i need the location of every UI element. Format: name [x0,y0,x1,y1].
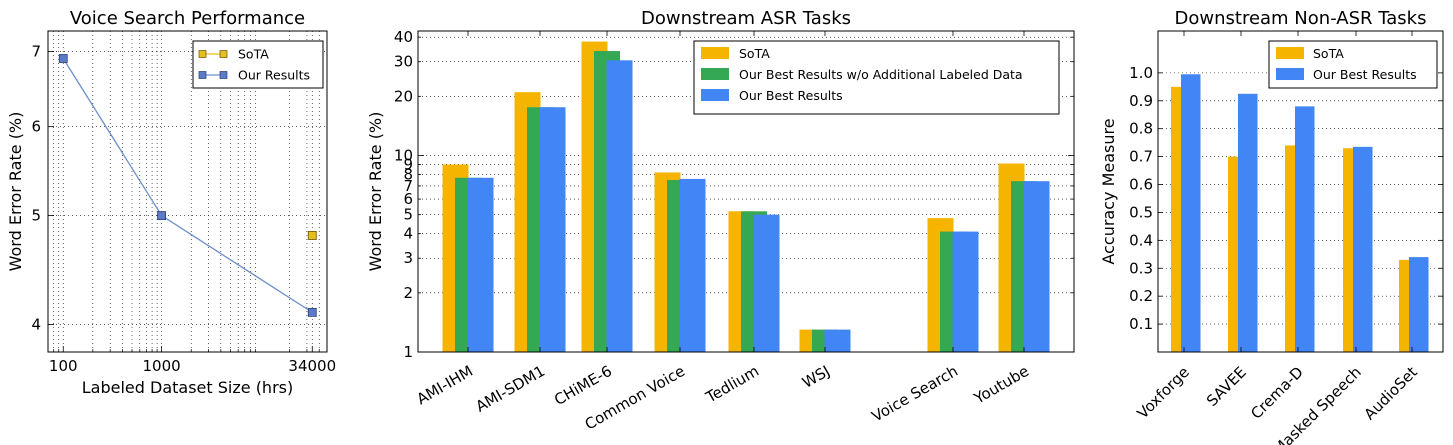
y-tick-label: 0.3 [1129,259,1153,277]
legend-marker [219,50,228,58]
sota-point [307,231,317,240]
bar [1181,74,1201,352]
our-results-point [307,307,317,317]
bar [467,177,494,352]
y-tick-label: 0.6 [1129,176,1153,194]
plot-frame [417,30,1075,353]
y-tick-label: 9 [403,155,413,173]
bar [539,107,566,352]
y-tick-label: 0.9 [1129,92,1153,110]
y-tick-label: 6 [31,118,41,136]
y-tick-label: 8 [403,166,413,184]
legend-swatch [701,47,729,59]
legend-label: SoTA [739,46,770,61]
bar [606,60,633,352]
x-tick-label: CHiME-6 [551,362,615,409]
plot-frame [1157,30,1444,353]
x-tick-label: WSJ [799,362,833,392]
bar [952,231,979,352]
y-tick-label: 4 [403,225,413,243]
y-tick-label: 6 [403,190,413,208]
y-tick-label: 7 [403,177,413,195]
y-tick-label: 1 [403,343,413,361]
legend-label: Our Best Results [1313,67,1417,82]
y-tick-label: 3 [403,249,413,267]
x-tick-label: Youtube [970,362,1032,408]
x-tick-label: Voice Search [869,362,961,426]
y-tick-label: 0.8 [1129,120,1153,138]
x-tick-label: Voxforge [1134,363,1193,422]
bar [1295,106,1315,352]
y-tick-label: 5 [403,206,413,224]
legend-marker [198,50,207,58]
x-tick-label: AudioSet [1361,363,1421,423]
panel-voice-search: 100 1000 34000 4 5 6 7 Voice Search Performance… [6,8,336,397]
y-tick-label: 40 [394,28,413,46]
x-tick-label: Tedlium [702,362,762,407]
legend-swatch [701,68,729,80]
chart-title: Downstream ASR Tasks [641,8,851,29]
legend [192,40,324,89]
y-tick-label: 4 [31,315,41,333]
our-results-point [157,211,167,220]
y-tick-label: 20 [394,87,413,105]
y-tick-label: 30 [394,53,413,71]
our-results-line [62,58,313,313]
y-tick-label: 0.2 [1129,287,1153,305]
y-tick-label: 1.0 [1129,64,1153,82]
legend-swatch [1276,68,1304,80]
chart-title: Downstream Non-ASR Tasks [1175,8,1427,29]
y-tick-label: 0.1 [1129,315,1153,333]
y-axis-label: Word Error Rate (%) [6,112,25,272]
y-tick-label: 0.5 [1129,203,1153,221]
y-tick-label: 0.7 [1129,148,1153,166]
legend-marker [198,71,207,79]
plot-frame [47,30,328,353]
bar [1238,93,1258,352]
legend-swatch [1276,47,1304,59]
legend-label: SoTA [238,47,269,62]
x-axis-label: Labeled Dataset Size (hrs) [82,378,293,397]
bar [753,214,780,352]
y-tick-label: 5 [31,207,41,225]
bar [824,329,851,352]
x-tick-label: SAVEE [1203,363,1250,410]
legend-label: SoTA [1313,46,1344,61]
legend [693,40,1060,115]
x-tick-label: 100 [49,357,78,375]
legend-swatch [701,89,729,101]
x-tick-label: Crema-D [1247,363,1307,423]
bar [1023,181,1050,352]
bar [1353,146,1373,352]
legend-label: Our Results [238,68,310,83]
y-tick-label: 10 [394,146,413,164]
x-tick-label: AMI-SDM1 [473,362,548,416]
bar [679,178,706,352]
legend-marker [219,71,228,79]
x-tick-label: 1000 [143,357,181,375]
y-axis-label: Word Error Rate (%) [366,112,385,272]
y-tick-label: 0.4 [1129,231,1153,249]
y-tick-label: 7 [31,42,41,60]
y-axis-label: Accuracy Measure [1099,118,1118,264]
legend-label: Our Best Results [739,88,843,103]
bar [1409,257,1429,352]
panel-non-asr: 0.1 0.2 0.3 0.4 0.5 0.6 0.7 0.8 0.9 1.0 Voxforge SA… [1099,8,1444,445]
legend-label: Our Best Results w/o Additional Labeled … [739,67,1023,82]
chart-title: Voice Search Performance [70,8,305,29]
x-tick-label: AMI-IHM [414,362,476,408]
our-results-point [58,54,68,63]
y-tick-label: 2 [403,284,413,302]
x-tick-label: 34000 [288,357,336,375]
